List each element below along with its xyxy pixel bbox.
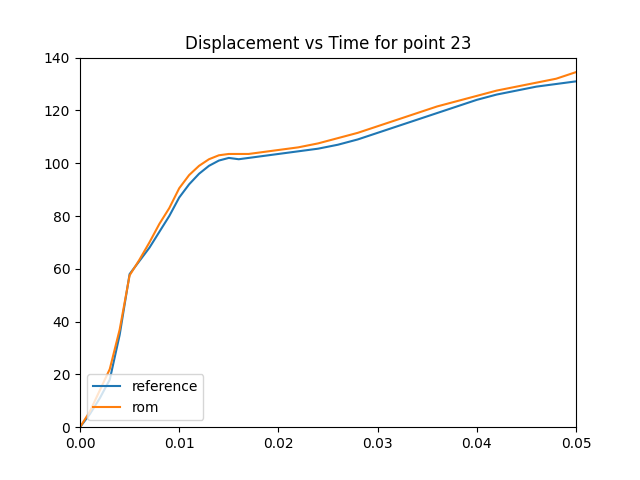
reference (156, 229, 163, 235)
rom (215, 153, 223, 158)
rom (265, 148, 273, 154)
rom (106, 366, 114, 372)
reference (86, 411, 94, 417)
rom (374, 123, 381, 129)
reference (195, 171, 203, 177)
rom (175, 185, 183, 191)
rom (146, 240, 154, 245)
reference (493, 92, 500, 97)
reference (215, 157, 223, 163)
rom (245, 151, 253, 157)
rom (156, 221, 163, 227)
rom (413, 110, 421, 116)
reference (106, 377, 114, 383)
reference (453, 104, 461, 109)
rom (96, 387, 104, 393)
rom (453, 98, 461, 104)
reference (165, 213, 173, 219)
Line: reference: reference (80, 82, 576, 427)
reference (146, 245, 154, 251)
rom (314, 141, 322, 146)
rom (572, 69, 580, 75)
rom (125, 273, 134, 278)
rom (294, 144, 302, 150)
reference (354, 136, 362, 142)
Title: Displacement vs Time for point 23: Displacement vs Time for point 23 (185, 35, 471, 53)
Line: rom: rom (80, 72, 576, 427)
rom (205, 156, 212, 162)
reference (473, 97, 481, 103)
reference (116, 332, 124, 338)
rom (433, 104, 441, 109)
rom (532, 80, 540, 85)
rom (552, 76, 560, 82)
rom (136, 257, 143, 263)
rom (493, 88, 500, 94)
reference (136, 258, 143, 264)
reference (433, 110, 441, 116)
reference (334, 142, 342, 148)
reference (532, 84, 540, 90)
rom (165, 205, 173, 211)
reference (255, 154, 262, 159)
rom (394, 117, 401, 122)
Legend: reference, rom: reference, rom (87, 374, 204, 420)
reference (572, 79, 580, 84)
rom (513, 84, 520, 90)
rom (86, 408, 94, 414)
reference (413, 117, 421, 122)
reference (205, 163, 212, 169)
reference (76, 424, 84, 430)
reference (186, 181, 193, 187)
reference (394, 123, 401, 129)
rom (255, 150, 262, 156)
reference (125, 271, 134, 277)
reference (265, 153, 273, 158)
rom (76, 424, 84, 430)
rom (275, 147, 282, 153)
rom (334, 135, 342, 141)
reference (245, 155, 253, 161)
rom (195, 163, 203, 169)
reference (314, 146, 322, 152)
reference (513, 88, 520, 94)
reference (374, 130, 381, 136)
reference (275, 151, 282, 157)
rom (354, 130, 362, 136)
reference (294, 148, 302, 154)
rom (225, 151, 233, 157)
reference (552, 81, 560, 87)
rom (473, 93, 481, 99)
reference (235, 156, 243, 162)
rom (186, 172, 193, 178)
reference (175, 195, 183, 201)
reference (96, 396, 104, 401)
reference (225, 155, 233, 161)
rom (235, 151, 243, 157)
rom (116, 326, 124, 332)
